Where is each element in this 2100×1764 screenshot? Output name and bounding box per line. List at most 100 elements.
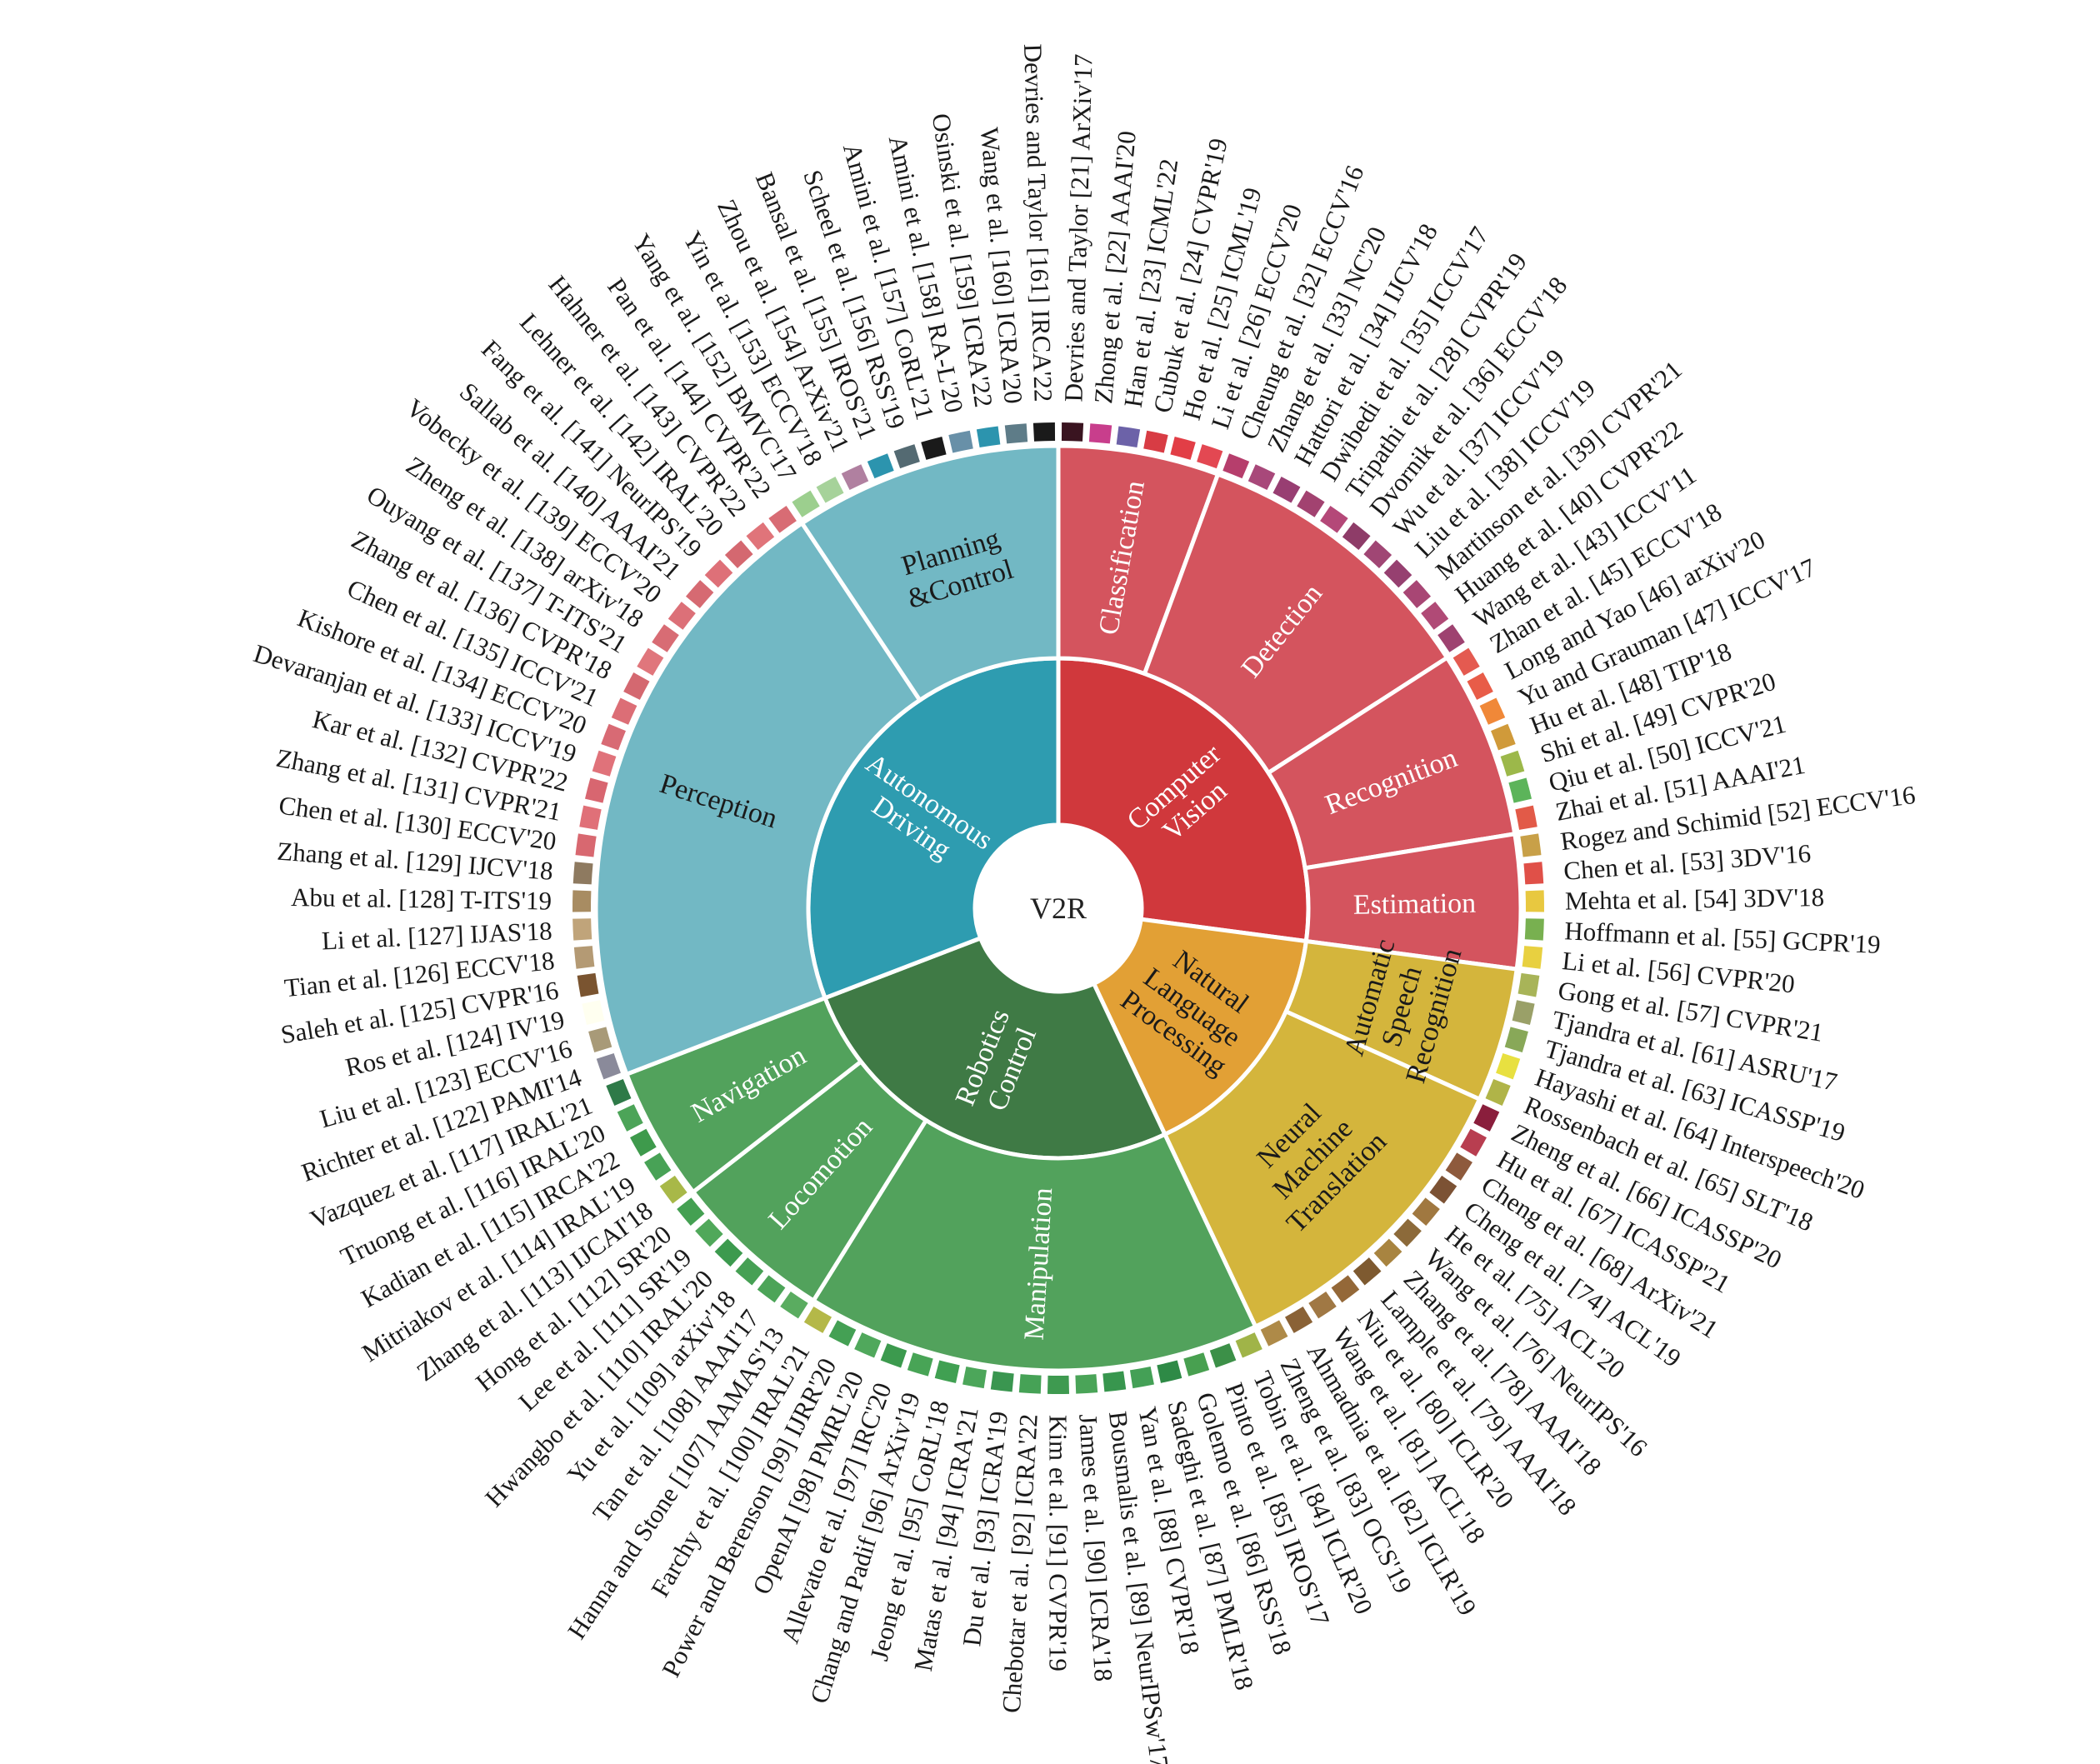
reference-color-swatch [579,805,602,830]
reference-label: Mehta et al. [54] 3DV'18 [1565,882,1825,916]
reference-color-swatch [1018,1374,1042,1394]
reference-color-swatch [1075,1374,1098,1394]
reference-color-swatch [1393,1218,1422,1247]
reference-color-swatch [1402,580,1432,608]
reference-color-swatch [572,918,592,941]
reference-color-swatch [714,1238,743,1267]
subcategory-planning-control-segment [799,443,1061,703]
reference-color-swatch [1460,1128,1487,1157]
reference-color-swatch [1479,697,1506,725]
reference-color-swatch [1522,946,1543,969]
reference-color-swatch [588,1027,612,1052]
subcategory-manipulation-segment [810,1117,1258,1373]
reference-color-swatch [1500,750,1525,777]
reference-color-swatch [1284,1307,1313,1333]
reference-color-swatch [735,1257,764,1286]
reference-color-swatch [757,1275,786,1303]
reference-color-swatch [962,1366,988,1389]
reference-color-swatch [803,1307,832,1333]
reference-color-swatch [695,1218,723,1247]
reference-color-swatch [724,540,753,568]
reference-color-swatch [685,580,714,608]
reference-color-swatch [582,1000,605,1026]
reference-color-swatch [1508,777,1532,803]
reference-color-swatch [1129,1366,1154,1389]
reference-color-swatch [1197,444,1223,469]
center-hub [975,825,1142,992]
reference-color-swatch [880,1343,908,1368]
reference-color-swatch [601,723,626,751]
reference-color-swatch [1445,1152,1472,1181]
reference-color-swatch [867,453,894,479]
subcategory-ring [593,443,1523,1373]
reference-color-swatch [1429,1175,1458,1204]
reference-color-swatch [630,1128,657,1157]
reference-color-ring [572,422,1544,1394]
reference-color-swatch [1061,422,1084,442]
domain-ring [806,656,1311,1161]
subcategory-detection-segment [1142,471,1450,776]
reference-color-swatch [1004,423,1028,444]
reference-color-swatch [1491,723,1516,751]
reference-color-swatch [1525,890,1544,912]
reference-color-swatch [828,1320,857,1347]
reference-color-swatch [617,1104,643,1132]
reference-color-swatch [854,1332,882,1358]
reference-color-swatch [623,672,650,700]
reference-color-swatch [1047,1375,1070,1394]
reference-color-swatch [1383,559,1412,588]
reference-color-swatch [1143,430,1168,453]
reference-color-swatch [1272,477,1301,503]
reference-color-swatch [1520,833,1542,857]
reference-color-swatch [841,464,869,490]
reference-color-swatch [1373,1238,1402,1267]
reference-color-swatch [1363,540,1392,568]
reference-color-swatch [577,972,599,997]
reference-color-swatch [637,647,664,676]
reference-color-swatch [1235,1332,1262,1358]
reference-color-swatch [1116,426,1141,448]
subcategory-perception-segment [593,520,923,1077]
reference-color-swatch [768,505,797,533]
reference-color-swatch [1320,505,1348,533]
reference-color-swatch [572,890,592,912]
subcategory-estimation-label-line: Estimation [1353,888,1477,921]
reference-color-swatch [572,862,593,885]
reference-color-swatch [816,477,844,503]
reference-color-swatch [1438,624,1465,652]
center-label: V2R [1030,892,1087,925]
reference-color-swatch [1412,1197,1440,1227]
reference-color-swatch [934,1360,960,1383]
reference-color-swatch [1342,522,1371,551]
reference-color-swatch [659,1175,688,1204]
reference-color-swatch [1467,672,1493,700]
reference-color-swatch [907,1352,933,1377]
reference-color-swatch [792,490,820,517]
reference-color-swatch [1496,1052,1521,1080]
reference-color-swatch [584,777,608,803]
reference-color-swatch [1504,1027,1528,1052]
reference-label: Abu et al. [128] T-ITS'19 [291,882,552,916]
reference-color-swatch [1260,1320,1288,1347]
reference-color-swatch [1297,490,1325,517]
reference-color-swatch [1088,423,1112,444]
reference-color-swatch [1523,862,1544,885]
reference-color-swatch [1421,602,1449,630]
reference-color-swatch [893,444,920,469]
reference-color-swatch [1032,422,1056,442]
reference-color-swatch [948,430,973,453]
reference-color-swatch [990,1371,1014,1392]
reference-color-swatch [1331,1275,1360,1303]
reference-label: Kim et al. [91] CVPR'19 [1044,1415,1073,1672]
reference-color-swatch [1512,1000,1535,1026]
reference-color-swatch [1183,1352,1210,1377]
reference-label: Devries and Taylor [21] ArXiv'17 [1058,53,1098,402]
reference-color-swatch [780,1291,808,1319]
reference-color-swatch [573,946,595,969]
reference-color-swatch [746,522,775,551]
reference-color-swatch [704,559,733,588]
subcategory-neural-machine-translation-segment [1162,1008,1482,1330]
reference-color-swatch [611,697,638,725]
